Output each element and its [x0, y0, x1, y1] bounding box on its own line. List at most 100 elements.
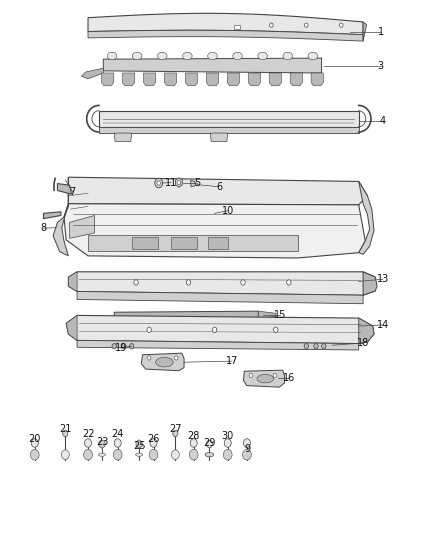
Circle shape [321, 344, 326, 349]
Text: 10: 10 [222, 206, 234, 216]
Circle shape [112, 344, 117, 349]
Circle shape [244, 439, 251, 447]
Circle shape [114, 439, 121, 447]
Text: 3: 3 [378, 61, 384, 70]
Polygon shape [88, 13, 363, 35]
Ellipse shape [308, 52, 318, 60]
Text: 5: 5 [194, 177, 200, 188]
Polygon shape [64, 204, 365, 258]
Polygon shape [70, 215, 95, 238]
Circle shape [243, 449, 251, 460]
Ellipse shape [258, 52, 268, 60]
Polygon shape [77, 292, 363, 304]
Circle shape [147, 327, 151, 333]
Bar [171, 237, 197, 249]
Polygon shape [77, 341, 359, 350]
Circle shape [177, 180, 180, 184]
Text: 11: 11 [165, 177, 177, 188]
Polygon shape [99, 111, 359, 127]
Polygon shape [258, 311, 276, 319]
Circle shape [273, 373, 277, 377]
Circle shape [31, 439, 38, 447]
Text: 1: 1 [378, 27, 384, 37]
Ellipse shape [183, 52, 192, 60]
Polygon shape [81, 68, 103, 79]
Polygon shape [114, 311, 258, 319]
Text: 29: 29 [203, 438, 215, 448]
Circle shape [171, 450, 179, 459]
Text: 22: 22 [82, 429, 94, 439]
Text: 26: 26 [147, 434, 160, 444]
Circle shape [224, 439, 231, 447]
Polygon shape [210, 133, 228, 142]
Text: 9: 9 [244, 444, 250, 454]
Circle shape [241, 280, 245, 285]
Text: 23: 23 [96, 437, 108, 447]
Polygon shape [66, 316, 77, 341]
Polygon shape [290, 73, 302, 86]
Polygon shape [359, 181, 374, 254]
Ellipse shape [107, 52, 117, 60]
Circle shape [148, 356, 151, 360]
Circle shape [189, 449, 198, 460]
Polygon shape [114, 133, 132, 142]
Circle shape [157, 181, 160, 185]
Circle shape [150, 439, 157, 447]
Circle shape [314, 344, 318, 349]
Circle shape [85, 439, 92, 447]
Bar [234, 25, 240, 29]
Ellipse shape [99, 453, 106, 456]
Ellipse shape [233, 52, 242, 60]
Circle shape [339, 23, 343, 27]
Circle shape [186, 280, 191, 285]
Polygon shape [363, 272, 377, 295]
Circle shape [173, 430, 178, 437]
Circle shape [212, 327, 217, 333]
Polygon shape [141, 353, 184, 370]
Ellipse shape [257, 374, 274, 383]
Bar [208, 237, 228, 249]
Polygon shape [144, 73, 155, 86]
Circle shape [304, 23, 308, 27]
Polygon shape [57, 183, 71, 194]
Polygon shape [99, 127, 359, 133]
Circle shape [122, 344, 126, 349]
Polygon shape [43, 212, 61, 219]
Text: 8: 8 [40, 223, 46, 233]
Polygon shape [269, 73, 282, 86]
Polygon shape [227, 73, 240, 86]
Polygon shape [359, 318, 374, 344]
Text: 14: 14 [377, 320, 389, 330]
Polygon shape [68, 272, 77, 292]
Text: 24: 24 [112, 429, 124, 439]
Circle shape [61, 450, 69, 459]
Text: 27: 27 [169, 424, 182, 434]
Circle shape [134, 280, 138, 285]
Text: 6: 6 [216, 182, 222, 192]
Polygon shape [88, 30, 363, 41]
Circle shape [270, 23, 273, 27]
Circle shape [30, 449, 39, 460]
Polygon shape [206, 73, 219, 86]
Circle shape [249, 373, 253, 377]
Circle shape [174, 356, 178, 360]
Ellipse shape [157, 52, 167, 60]
Bar [132, 237, 158, 249]
Polygon shape [363, 22, 367, 41]
Ellipse shape [205, 453, 214, 457]
Circle shape [84, 449, 92, 460]
Text: 16: 16 [283, 373, 295, 383]
Text: 30: 30 [222, 431, 234, 441]
Text: 15: 15 [274, 310, 286, 320]
Text: 18: 18 [357, 338, 369, 348]
Text: 13: 13 [377, 274, 389, 284]
Ellipse shape [136, 453, 143, 456]
Polygon shape [53, 177, 68, 256]
Ellipse shape [208, 52, 217, 60]
Polygon shape [66, 316, 374, 344]
Circle shape [63, 430, 68, 437]
Ellipse shape [132, 52, 142, 60]
Text: 21: 21 [59, 424, 71, 434]
Polygon shape [68, 272, 375, 295]
Polygon shape [164, 73, 177, 86]
